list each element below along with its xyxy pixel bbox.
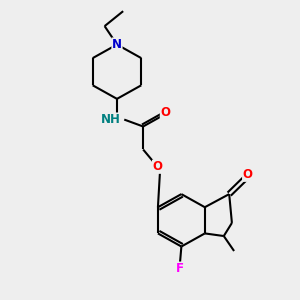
Text: O: O [243, 168, 253, 181]
Text: O: O [160, 106, 170, 119]
Text: NH: NH [101, 113, 121, 126]
Text: F: F [176, 262, 184, 275]
Text: O: O [152, 160, 163, 173]
Text: N: N [112, 38, 122, 51]
